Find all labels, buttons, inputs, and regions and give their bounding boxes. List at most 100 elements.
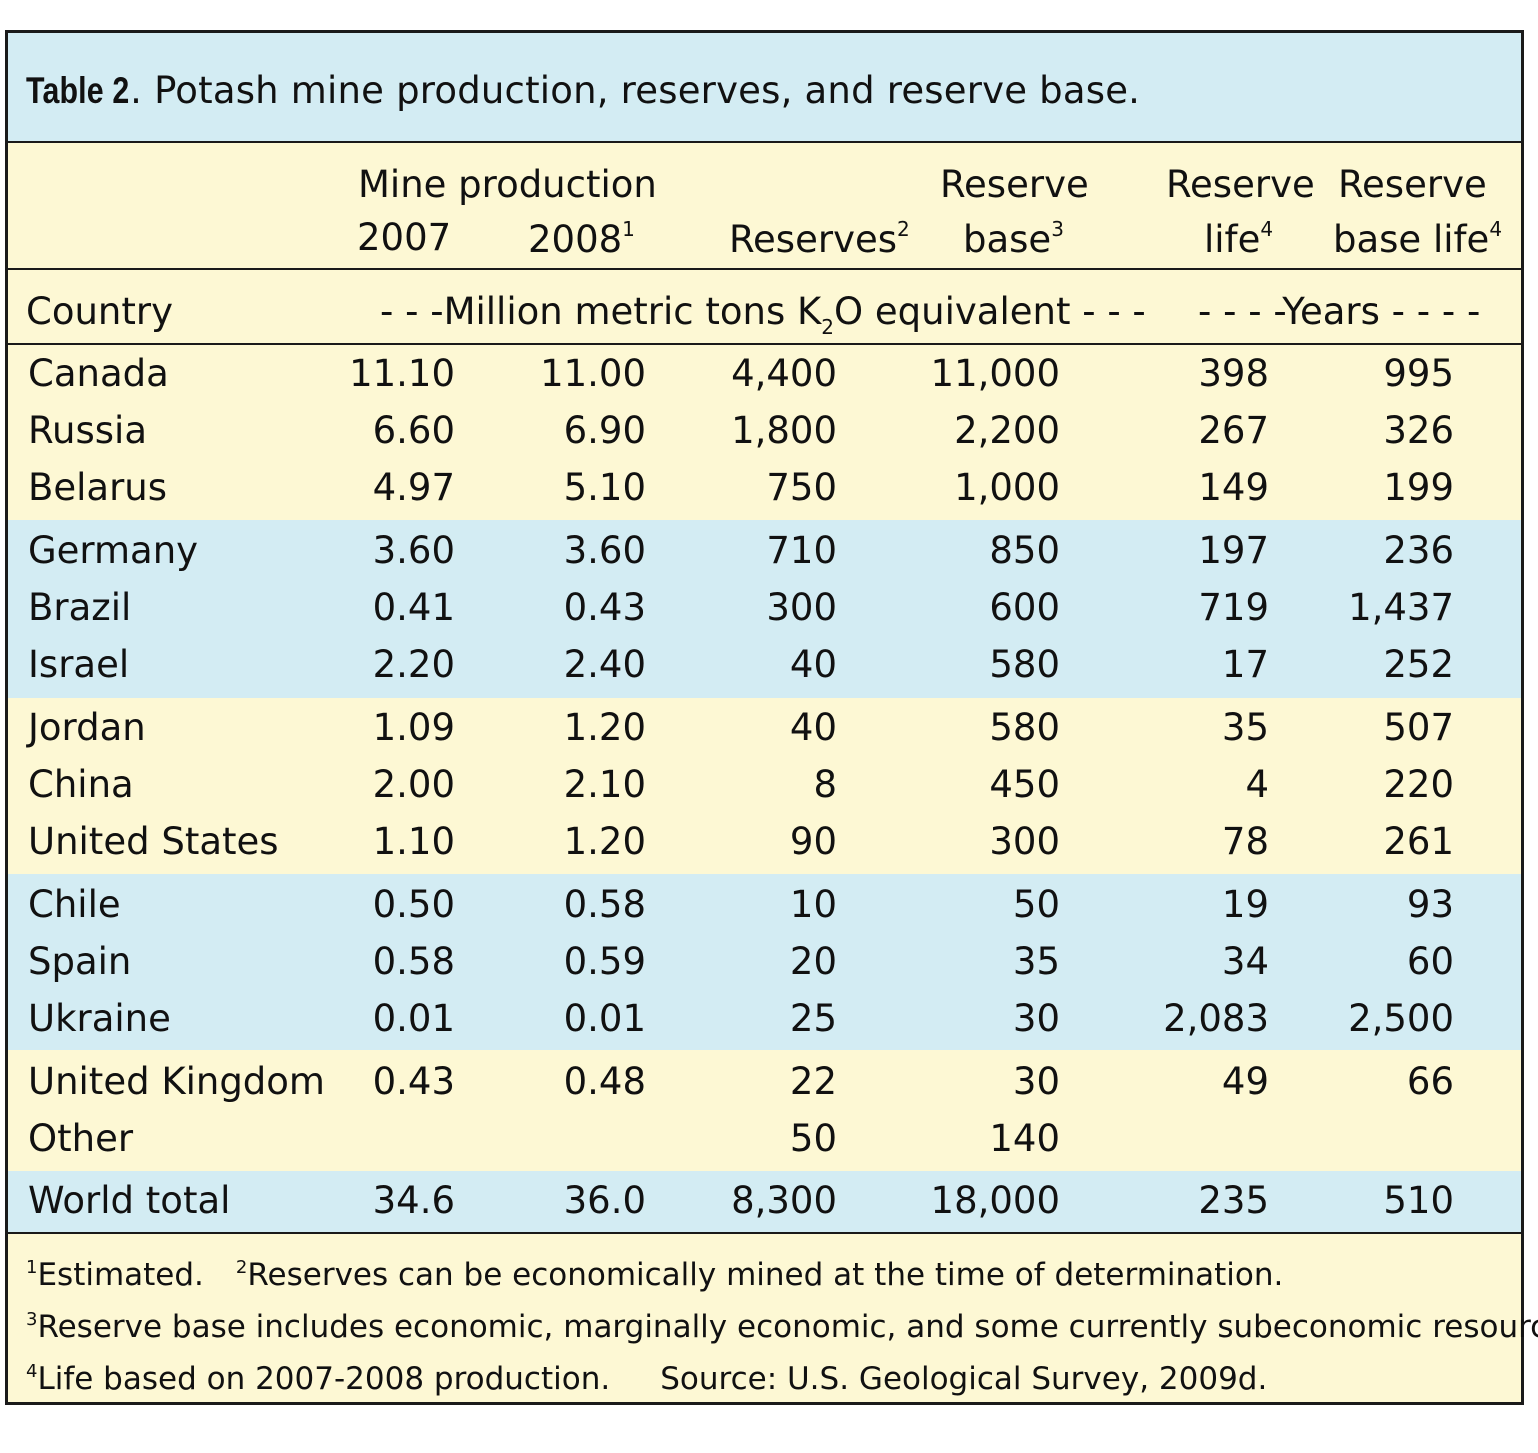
cell-base: 35 (1012, 940, 1060, 983)
cell-p2007: 2.20 (372, 643, 455, 686)
cell-life: 398 (1198, 352, 1269, 395)
cell-life: 235 (1198, 1179, 1269, 1222)
cell-reserves: 710 (766, 529, 837, 572)
table-title: Table 2. Potash mine production, reserve… (26, 69, 1140, 112)
header-reserve-base-line2: base3 (963, 217, 1064, 261)
cell-base-life: 93 (1406, 883, 1454, 926)
cell-p2007: 1.10 (372, 820, 455, 863)
total-band (8, 1171, 1521, 1234)
cell-reserves: 40 (789, 706, 837, 749)
footnotes-line-2: 3Reserve base includes economic, margina… (26, 1309, 1538, 1345)
cell-life: 197 (1198, 529, 1269, 572)
cell-p2008: 0.48 (563, 1060, 646, 1103)
cell-base: 450 (989, 763, 1060, 806)
header-2008: 20081 (528, 217, 635, 261)
cell-p2007: 0.50 (372, 883, 455, 926)
footnotes-line-1: 1Estimated. 2Reserves can be economically… (26, 1257, 1284, 1293)
cell-p2007: 2.00 (372, 763, 455, 806)
cell-base-life: 60 (1406, 940, 1454, 983)
row-group-band (8, 520, 1521, 698)
cell-p2007: 1.09 (372, 706, 455, 749)
cell-p2008: 6.90 (563, 409, 646, 452)
cell-country: Russia (28, 409, 148, 452)
cell-base: 18,000 (930, 1179, 1060, 1222)
cell-base-life: 236 (1383, 529, 1454, 572)
cell-p2008: 11.00 (540, 352, 646, 395)
header-mine-production: Mine production (358, 163, 657, 206)
cell-reserves: 10 (789, 883, 837, 926)
cell-life: 49 (1221, 1060, 1269, 1103)
cell-base: 11,000 (930, 352, 1060, 395)
cell-country: Other (28, 1117, 134, 1160)
cell-reserves: 1,800 (731, 409, 837, 452)
cell-base: 1,000 (954, 466, 1060, 509)
cell-country: Germany (28, 529, 199, 572)
cell-p2008: 3.60 (563, 529, 646, 572)
cell-p2007: 0.43 (372, 1060, 455, 1103)
cell-base-life: 252 (1383, 643, 1454, 686)
cell-life: 19 (1221, 883, 1269, 926)
cell-base: 140 (989, 1117, 1060, 1160)
header-reserve-base-line1: Reserve (940, 163, 1089, 206)
cell-p2007: 0.41 (372, 586, 455, 629)
cell-base-life: 220 (1383, 763, 1454, 806)
cell-p2008: 0.59 (563, 940, 646, 983)
cell-reserves: 40 (789, 643, 837, 686)
header-country: Country (26, 290, 173, 333)
cell-p2007: 11.10 (349, 352, 455, 395)
cell-reserves: 4,400 (731, 352, 837, 395)
rule (8, 268, 1521, 270)
cell-reserves: 20 (789, 940, 837, 983)
header-reserve-base-life-line2: base life4 (1333, 217, 1503, 261)
cell-reserves: 8 (813, 763, 837, 806)
cell-p2008: 0.58 (563, 883, 646, 926)
cell-life: 4 (1245, 763, 1269, 806)
cell-reserves: 90 (789, 820, 837, 863)
cell-country: Jordan (28, 706, 146, 749)
footnotes-line-3: 4Life based on 2007-2008 production. Sour… (26, 1361, 1268, 1397)
cell-base: 580 (989, 643, 1060, 686)
cell-life: 35 (1221, 706, 1269, 749)
cell-life: 78 (1221, 820, 1269, 863)
cell-base-life: 1,437 (1348, 586, 1454, 629)
cell-base-life: 2,500 (1348, 997, 1454, 1040)
cell-p2007: 34.6 (372, 1179, 455, 1222)
title-band (8, 33, 1521, 141)
cell-p2008: 0.01 (563, 997, 646, 1040)
cell-country: World total (28, 1179, 231, 1222)
rule (8, 1232, 1521, 1234)
cell-country: Ukraine (28, 997, 171, 1040)
cell-p2007: 6.60 (372, 409, 455, 452)
cell-p2008: 1.20 (563, 820, 646, 863)
cell-p2008: 36.0 (563, 1179, 646, 1222)
cell-life: 2,083 (1163, 997, 1269, 1040)
header-reserves: Reserves2 (729, 217, 910, 261)
cell-reserves: 750 (766, 466, 837, 509)
rule (8, 141, 1521, 143)
cell-reserves: 25 (789, 997, 837, 1040)
rule (8, 343, 1521, 345)
cell-p2007: 0.58 (372, 940, 455, 983)
cell-country: Canada (28, 352, 169, 395)
cell-base: 30 (1012, 997, 1060, 1040)
cell-p2008: 2.40 (563, 643, 646, 686)
cell-base-life: 507 (1383, 706, 1454, 749)
header-reserve-life-line2: life4 (1204, 217, 1274, 261)
cell-p2008: 0.43 (563, 586, 646, 629)
cell-base-life: 995 (1383, 352, 1454, 395)
cell-base-life: 326 (1383, 409, 1454, 452)
cell-base: 850 (989, 529, 1060, 572)
cell-reserves: 50 (789, 1117, 837, 1160)
cell-life: 34 (1221, 940, 1269, 983)
cell-base: 580 (989, 706, 1060, 749)
cell-p2007: 3.60 (372, 529, 455, 572)
cell-country: United Kingdom (28, 1060, 325, 1103)
table-frame: Table 2. Potash mine production, reserve… (5, 30, 1538, 1405)
cell-base: 30 (1012, 1060, 1060, 1103)
cell-p2008: 2.10 (563, 763, 646, 806)
cell-country: Chile (28, 883, 121, 926)
cell-p2008: 1.20 (563, 706, 646, 749)
cell-country: Belarus (28, 466, 168, 509)
row-group-band (8, 874, 1521, 1050)
units-million-metric-tons: - - -Million metric tons K2O equivalent … (380, 290, 1146, 339)
